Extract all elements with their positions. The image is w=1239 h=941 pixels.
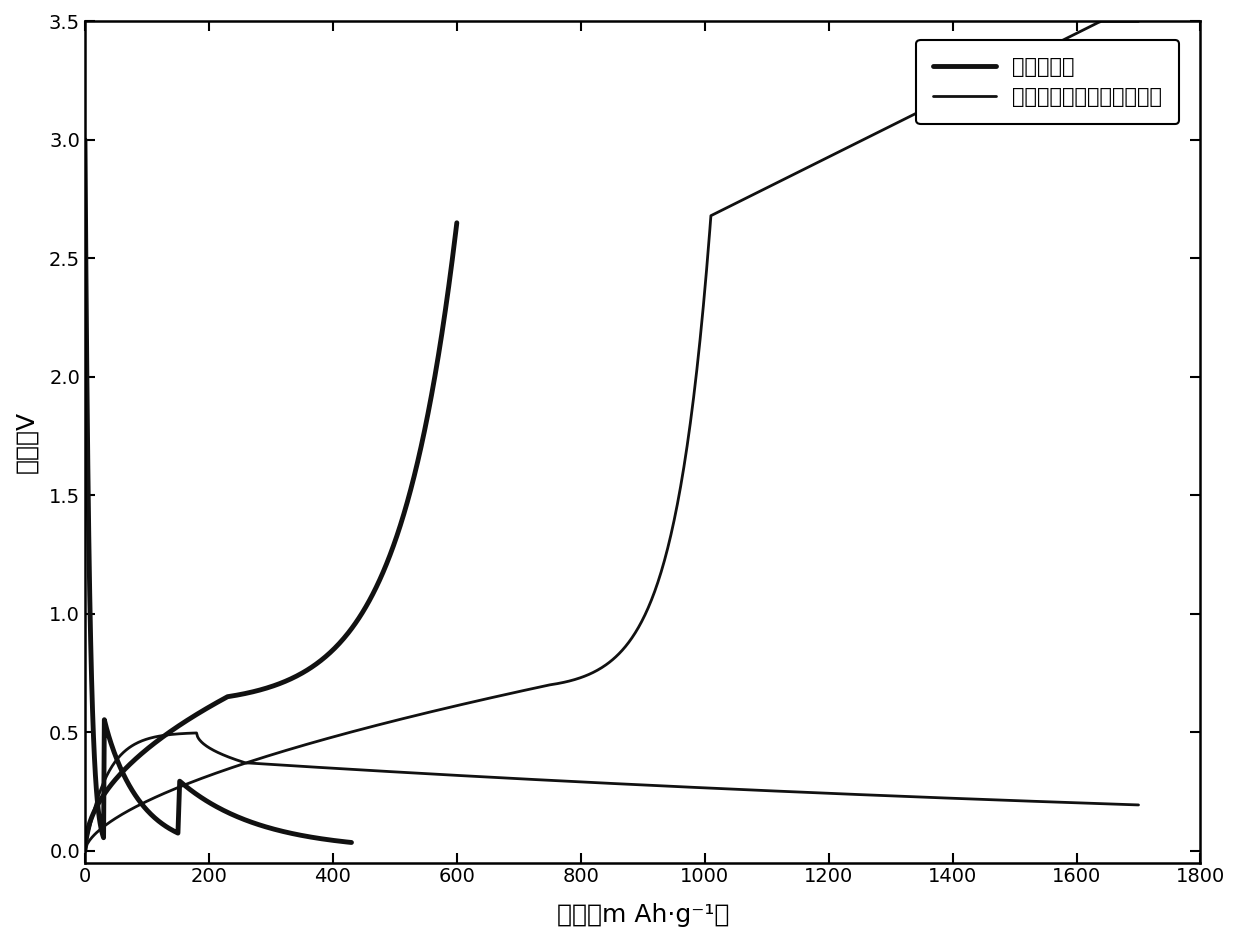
膨胀石墨／氧化锡徤合材料 (322, 762, 337, 774)
氧化锡材料 (112, 759, 126, 771)
氧化锡材料 (78, 135, 93, 146)
膨胀石墨／氧化锡徤合材料 (123, 742, 138, 753)
膨胀石墨／氧化锡徤合材料 (105, 759, 120, 771)
氧化锡材料 (281, 827, 296, 838)
氧化锡材料 (129, 790, 144, 802)
Line: 膨胀石墨／氧化锡徤合材料: 膨胀石墨／氧化锡徤合材料 (85, 733, 1139, 851)
膨胀石墨／氧化锡徤合材料 (78, 845, 93, 856)
X-axis label: 容量／m Ah·g⁻¹）: 容量／m Ah·g⁻¹） (556, 903, 729, 927)
氧化锡材料 (140, 805, 155, 817)
膨胀石墨／氧化锡徤合材料 (190, 727, 204, 739)
氧化锡材料 (344, 837, 359, 848)
膨胀石墨／氧化锡徤合材料 (638, 779, 653, 790)
Y-axis label: 电压／V: 电压／V (14, 411, 38, 473)
Line: 氧化锡材料: 氧化锡材料 (85, 140, 352, 842)
氧化锡材料 (105, 744, 120, 756)
Legend: 氧化锡材料, 膨胀石墨／氧化锡徤合材料: 氧化锡材料, 膨胀石墨／氧化锡徤合材料 (917, 40, 1180, 124)
膨胀石墨／氧化锡徤合材料 (176, 728, 191, 740)
氧化锡材料 (89, 791, 104, 803)
膨胀石墨／氧化锡徤合材料 (167, 728, 182, 740)
膨胀石墨／氧化锡徤合材料 (1131, 799, 1146, 810)
